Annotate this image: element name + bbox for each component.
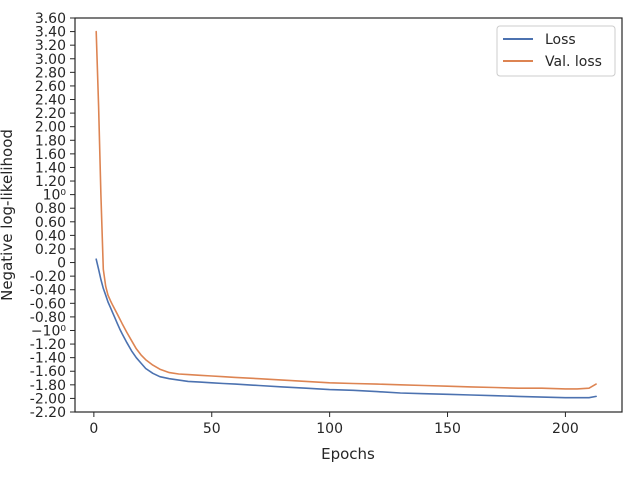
y-tick-label: 3.00 [35,52,66,68]
y-tick-label: 0.80 [35,201,66,217]
y-tick-label: 3.40 [35,25,66,41]
y-tick-label: -1.40 [30,351,66,367]
series-line-val-loss [95,30,597,390]
legend-label-val-loss: Val. loss [545,54,602,70]
series-layer [95,30,597,399]
y-tick-label: 10⁰ [43,188,67,204]
y-tick-label: -2.20 [30,405,66,421]
y-tick-label: -1.80 [30,378,66,394]
x-tick-label: 100 [316,421,343,437]
y-tick-label: -0.20 [30,269,66,285]
x-axis-label: Epochs [321,445,375,463]
y-tick-label: 0 [57,256,66,272]
y-tick-label: 1.80 [35,133,66,149]
y-tick-label: -2.00 [30,391,66,407]
y-tick-label: 0.40 [35,228,66,244]
y-tick-label: −10⁰ [31,323,67,339]
x-tick-label: 0 [89,421,98,437]
y-tick-label: -1.20 [30,337,66,353]
x-tick-label: 200 [552,421,579,437]
y-tick-label: -0.80 [30,310,66,326]
y-tick-label: 2.80 [35,65,66,81]
y-tick-label: 2.40 [35,93,66,109]
y-tick-label: 3.60 [35,11,66,27]
legend: Loss Val. loss [496,25,616,77]
y-tick-label: 1.20 [35,174,66,190]
y-tick-label: 2.60 [35,79,66,95]
plot-frame [74,17,623,413]
series-line-loss [95,258,597,399]
x-tick-label: 50 [203,421,221,437]
y-tick-label: 0.60 [35,215,66,231]
x-tick-label: 150 [434,421,461,437]
y-tick-label: 1.40 [35,160,66,176]
y-tick-label: 0.20 [35,242,66,258]
y-tick-label: 3.20 [35,38,66,54]
y-axis-label: Negative log-likelihood [0,129,16,301]
y-tick-label: 2.00 [35,120,66,136]
y-tick-label: 1.60 [35,147,66,163]
x-axis-ticks: 0 50 100 150 200 [89,412,579,437]
legend-label-loss: Loss [545,32,576,48]
y-tick-label: 2.20 [35,106,66,122]
y-tick-label: -0.40 [30,283,66,299]
y-tick-label: -0.60 [30,296,66,312]
y-tick-label: -1.60 [30,364,66,380]
y-axis-ticks: 3.603.403.203.002.802.602.402.202.001.80… [30,11,75,421]
